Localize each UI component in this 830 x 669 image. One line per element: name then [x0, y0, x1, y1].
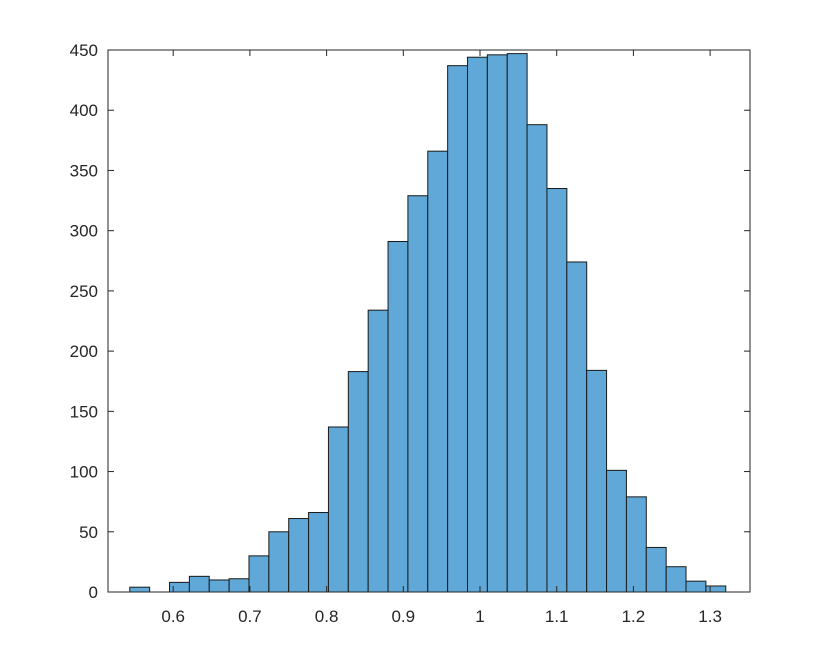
histogram-bar-22	[566, 261, 588, 593]
histogram-bar-20	[526, 124, 548, 593]
plot-box	[107, 49, 751, 593]
histogram-bar-4	[208, 579, 230, 593]
histogram-bar-5	[228, 578, 250, 593]
y-axis-ticks: 0 50 100 150 200 250 300 350 400 450	[70, 41, 750, 602]
histogram-bar-21	[546, 188, 568, 593]
histogram-bar-6	[248, 555, 270, 593]
histogram-bar-11	[347, 371, 369, 593]
y-tick-label: 0	[89, 583, 98, 602]
x-tick-label: 0.8	[315, 607, 339, 626]
y-tick-label: 350	[70, 161, 98, 180]
x-tick-label: 1.1	[545, 607, 569, 626]
histogram-bar-0	[129, 586, 151, 593]
histogram-bar-14	[407, 195, 429, 593]
histogram-bar-2	[169, 581, 190, 593]
histogram-bar-27	[665, 566, 687, 593]
y-tick-label: 300	[70, 222, 98, 241]
axes-layer	[107, 49, 751, 593]
x-tick-label: 1	[475, 607, 484, 626]
y-tick-label: 450	[70, 41, 98, 60]
y-tick-label: 200	[70, 342, 98, 361]
histogram-bar-10	[327, 426, 349, 593]
x-axis-ticks: 0.6 0.7 0.8 0.9 1 1.1 1.2 1.3	[161, 50, 722, 626]
histogram-bar-15	[427, 150, 449, 593]
y-tick-label: 400	[70, 101, 98, 120]
x-tick-label: 1.2	[622, 607, 646, 626]
histogram-bar-24	[606, 469, 627, 593]
histogram-bar-26	[645, 546, 667, 593]
histogram-bar-19	[506, 53, 528, 593]
histogram-bar-18	[486, 54, 508, 593]
histogram-bar-17	[467, 56, 488, 593]
histogram-bar-25	[625, 496, 647, 593]
histogram-bar-23	[586, 369, 608, 593]
y-tick-label: 250	[70, 282, 98, 301]
histogram-bar-13	[387, 241, 409, 593]
y-tick-label: 100	[70, 463, 98, 482]
histogram-bar-8	[288, 518, 310, 593]
x-tick-label: 1.3	[698, 607, 722, 626]
histogram-bar-12	[367, 309, 389, 593]
histogram-bar-9	[308, 512, 329, 593]
histogram-bar-29	[705, 585, 727, 593]
y-tick-label: 50	[79, 523, 98, 542]
x-tick-label: 0.6	[161, 607, 185, 626]
histogram-bar-7	[268, 531, 290, 593]
y-tick-label: 150	[70, 402, 98, 421]
x-tick-label: 0.7	[238, 607, 262, 626]
bars-layer	[129, 53, 727, 593]
histogram-bar-16	[447, 65, 469, 593]
x-tick-label: 0.9	[391, 607, 415, 626]
histogram-bar-28	[685, 580, 707, 593]
histogram-bar-3	[188, 575, 210, 593]
